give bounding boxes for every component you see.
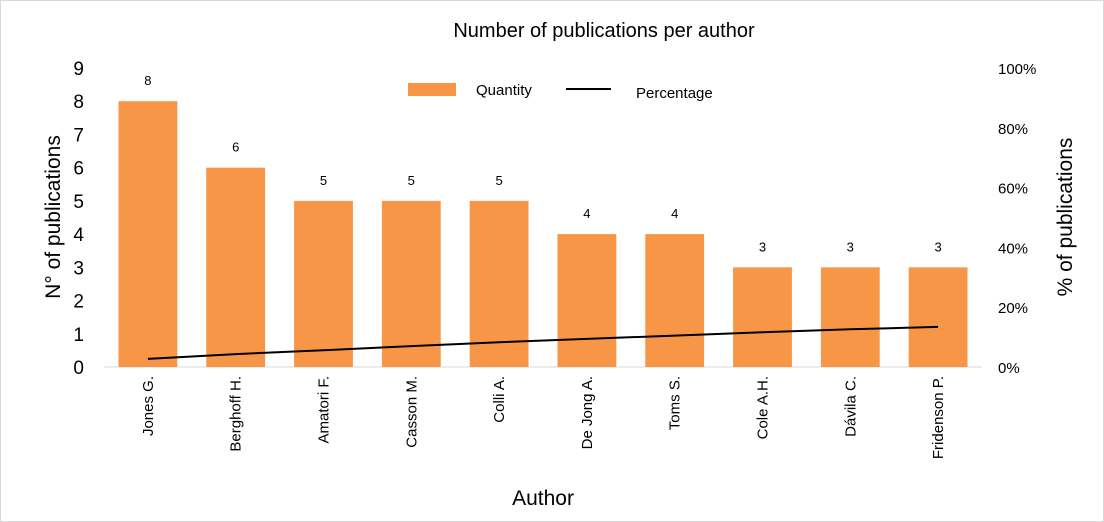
y-tick-label: 7 [73,125,84,146]
y2-tick-label: 20% [998,300,1028,317]
x-tick-label: Fridenson P. [930,376,947,459]
y2-tick-label: 60% [998,181,1028,198]
x-axis-title: Author [512,487,574,510]
y-tick-label: 3 [73,258,84,279]
y-tick-label: 2 [73,292,84,313]
bar [645,234,705,367]
bar [908,267,968,367]
percentage-line [147,325,939,360]
bar-value-label: 5 [320,173,327,188]
bar-value-label: 3 [934,239,941,254]
y-axis-title: N° of publications [42,135,65,299]
y-tick-label: 0 [73,358,84,379]
legend-label-percentage: Percentage [636,85,713,102]
legend-label-quantity: Quantity [476,82,532,99]
bar-value-label: 8 [144,73,151,88]
category-labels: Jones G. Berghoff H. Amatori F. Casson M. Co… [140,376,947,459]
bar-value-label: 4 [671,206,678,221]
y2-tick-label: 0% [998,360,1020,377]
y-tick-label: 4 [73,225,84,246]
y2-tick-label: 40% [998,240,1028,257]
x-tick-label: Casson M. [403,376,420,448]
x-tick-label: Cole A.H. [755,376,772,439]
bar-data-labels: 8 6 5 5 5 4 4 3 3 3 [144,73,941,254]
x-tick-label: Berghoff H. [228,376,245,452]
bar-value-label: 5 [495,173,502,188]
x-tick-label: Jones G. [140,376,157,436]
bar-value-label: 3 [759,239,766,254]
right-axis: 0% 20% 40% 60% 80% 100% [998,61,1036,377]
y-tick-label: 5 [73,192,84,213]
bar-value-label: 3 [847,239,854,254]
bar [733,267,792,367]
x-tick-label: Toms S. [667,376,684,430]
bar [206,167,266,367]
y-tick-label: 6 [73,159,84,180]
y-tick-label: 8 [73,92,84,113]
x-tick-label: Dávila C. [842,376,859,437]
chart-title: Number of publications per author [453,20,755,42]
bar-value-label: 6 [232,140,239,155]
y2-tick-label: 80% [998,121,1028,138]
x-tick-label: Colli A. [491,376,508,423]
legend-swatch-quantity [408,83,456,96]
bar [557,234,617,367]
x-tick-label: De Jong A. [579,376,596,449]
bar [820,267,880,367]
y2-axis-title: % of publications [1054,138,1077,297]
bar-value-label: 5 [408,173,415,188]
legend: Quantity Percentage [408,82,713,102]
bar [294,200,353,367]
bar [381,200,441,367]
y-tick-label: 1 [73,325,84,346]
bar-value-label: 4 [583,206,590,221]
bar-series [118,101,968,367]
bar [469,200,529,367]
bar [118,101,178,367]
y2-tick-label: 100% [998,61,1036,78]
y-tick-label: 9 [73,59,84,80]
left-axis: 0 1 2 3 4 5 6 7 8 9 [73,59,84,379]
x-tick-label: Amatori F. [316,376,333,444]
